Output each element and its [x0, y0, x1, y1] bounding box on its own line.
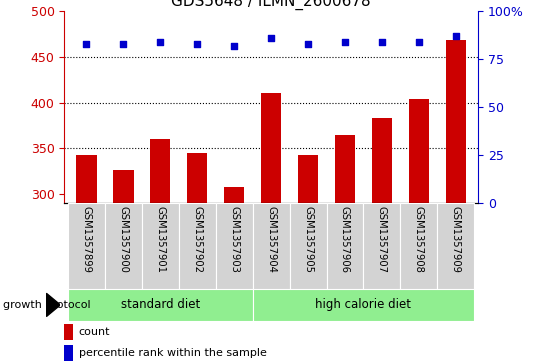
Bar: [409, 99, 429, 203]
Text: GSM1357904: GSM1357904: [266, 206, 276, 273]
Text: GSM1357906: GSM1357906: [340, 206, 350, 273]
Bar: [216, 203, 253, 289]
Point: [304, 41, 312, 46]
Bar: [400, 203, 437, 289]
Polygon shape: [46, 293, 60, 317]
Bar: [105, 203, 142, 289]
Title: GDS5648 / ILMN_2600678: GDS5648 / ILMN_2600678: [171, 0, 371, 9]
Text: GSM1357909: GSM1357909: [451, 206, 461, 273]
Bar: [326, 203, 363, 289]
Text: high calorie diet: high calorie diet: [315, 298, 411, 311]
Bar: [64, 345, 73, 361]
Bar: [261, 93, 281, 203]
Point: [377, 39, 386, 45]
Text: GSM1357900: GSM1357900: [119, 206, 129, 273]
Bar: [363, 203, 400, 289]
Text: GSM1357901: GSM1357901: [155, 206, 165, 273]
Bar: [179, 203, 216, 289]
Bar: [142, 203, 179, 289]
Bar: [335, 135, 355, 203]
Text: standard diet: standard diet: [121, 298, 200, 311]
Point: [340, 39, 349, 45]
Bar: [253, 289, 474, 321]
Point: [82, 41, 91, 46]
Point: [414, 39, 423, 45]
Bar: [68, 289, 253, 321]
Text: GSM1357907: GSM1357907: [377, 206, 387, 273]
Bar: [76, 155, 97, 203]
Bar: [446, 40, 466, 203]
Text: percentile rank within the sample: percentile rank within the sample: [79, 348, 267, 358]
Text: GSM1357899: GSM1357899: [82, 206, 92, 273]
Text: GSM1357903: GSM1357903: [229, 206, 239, 273]
Bar: [187, 153, 207, 203]
Bar: [113, 170, 134, 203]
Point: [451, 33, 460, 39]
Text: GSM1357908: GSM1357908: [414, 206, 424, 273]
Text: GSM1357902: GSM1357902: [192, 206, 202, 273]
Bar: [64, 324, 73, 340]
Text: growth protocol: growth protocol: [3, 300, 91, 310]
Point: [156, 39, 165, 45]
Text: GSM1357905: GSM1357905: [303, 206, 313, 273]
Bar: [253, 203, 290, 289]
Bar: [150, 139, 170, 203]
Point: [267, 35, 276, 41]
Point: [119, 41, 128, 46]
Bar: [437, 203, 474, 289]
Text: count: count: [79, 327, 110, 337]
Bar: [372, 118, 392, 203]
Point: [193, 41, 202, 46]
Bar: [290, 203, 326, 289]
Bar: [224, 187, 244, 203]
Bar: [68, 203, 105, 289]
Point: [230, 42, 239, 48]
Bar: [298, 155, 318, 203]
